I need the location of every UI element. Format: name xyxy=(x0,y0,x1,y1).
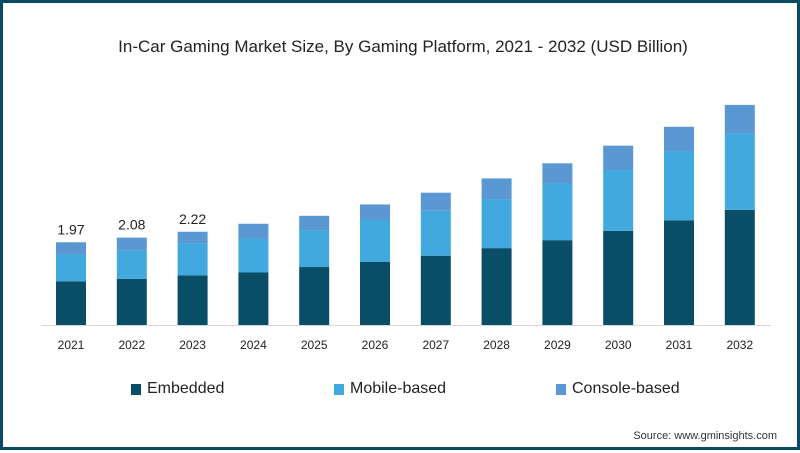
x-tick-label: 2032 xyxy=(726,338,753,352)
bar-console-based-2022 xyxy=(116,237,147,251)
bar-embedded-2028 xyxy=(481,248,512,325)
bar-console-based-2030 xyxy=(603,145,634,171)
x-tick-label: 2024 xyxy=(240,338,267,352)
bar-console-based-2024 xyxy=(238,223,269,239)
bar-mobile-based-2021 xyxy=(56,254,86,282)
bar-mobile-based-2029 xyxy=(542,183,573,241)
x-tick-label: 2026 xyxy=(362,338,389,352)
bar-embedded-2031 xyxy=(664,220,694,325)
x-tick-label: 2027 xyxy=(422,338,449,352)
x-tick-label: 2021 xyxy=(58,338,85,352)
bar-console-based-2031 xyxy=(664,126,694,152)
bar-console-based-2023 xyxy=(177,231,208,244)
bar-embedded-2032 xyxy=(724,209,755,325)
legend-swatch-embedded xyxy=(131,383,141,395)
x-tick-label: 2022 xyxy=(118,338,145,352)
x-tick-label: 2028 xyxy=(483,338,510,352)
bar-embedded-2030 xyxy=(603,230,634,325)
bar-mobile-based-2026 xyxy=(360,220,390,262)
bar-console-based-2021 xyxy=(56,242,86,255)
bar-console-based-2032 xyxy=(724,104,755,134)
legend-label: Embedded xyxy=(147,380,225,397)
bar-embedded-2024 xyxy=(238,272,269,325)
bar-embedded-2021 xyxy=(56,281,86,325)
source-note: Source: www.gminsights.com xyxy=(633,430,777,442)
legend-item-embedded: Embedded xyxy=(131,380,224,398)
bar-embedded-2027 xyxy=(420,255,451,325)
bar-embedded-2025 xyxy=(299,267,330,325)
data-label: 2.08 xyxy=(118,217,145,233)
x-tick-label: 2023 xyxy=(179,338,206,352)
bar-embedded-2029 xyxy=(542,240,573,325)
data-label: 1.97 xyxy=(57,221,84,237)
x-tick-label: 2030 xyxy=(605,338,632,352)
bar-mobile-based-2032 xyxy=(724,133,755,210)
legend-item-mobile: Mobile-based xyxy=(334,380,446,398)
bar-embedded-2022 xyxy=(116,278,147,325)
bar-embedded-2023 xyxy=(177,275,208,325)
legend-label: Console-based xyxy=(572,380,680,397)
x-tick-label: 2029 xyxy=(544,338,571,352)
x-tick-label: 2025 xyxy=(301,338,328,352)
bar-console-based-2026 xyxy=(360,204,390,220)
legend: Embedded Mobile-based Console-based xyxy=(3,380,800,402)
bar-mobile-based-2025 xyxy=(299,230,330,268)
legend-swatch-console xyxy=(556,383,566,395)
bar-mobile-based-2023 xyxy=(177,243,208,276)
bar-mobile-based-2031 xyxy=(664,151,694,221)
bar-mobile-based-2024 xyxy=(238,238,269,273)
x-tick-label: 2031 xyxy=(666,338,693,352)
bar-console-based-2029 xyxy=(542,163,573,184)
bar-console-based-2027 xyxy=(420,192,451,211)
legend-label: Mobile-based xyxy=(350,380,447,397)
bar-mobile-based-2022 xyxy=(116,250,147,279)
legend-swatch-mobile xyxy=(334,383,344,395)
bar-console-based-2025 xyxy=(299,215,330,231)
chart-title: In-Car Gaming Market Size, By Gaming Pla… xyxy=(118,37,688,56)
bar-mobile-based-2027 xyxy=(420,210,451,256)
plot-area: 2021 1.97 2022 2.08 2023 2.22 2024 2025 2026 2027… xyxy=(41,104,771,352)
bar-embedded-2026 xyxy=(360,262,390,325)
data-label: 2.22 xyxy=(179,211,206,227)
bar-mobile-based-2028 xyxy=(481,199,512,249)
bar-mobile-based-2030 xyxy=(603,170,634,231)
legend-item-console: Console-based xyxy=(556,380,680,398)
bar-console-based-2028 xyxy=(481,178,512,200)
